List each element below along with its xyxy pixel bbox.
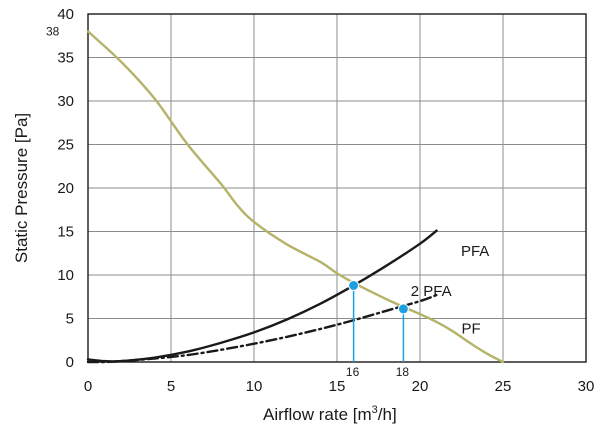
x-tick-label-20: 20	[412, 378, 429, 395]
series-2-pfa-label: 2 PFA	[411, 283, 452, 300]
y-tick-label-40: 40	[57, 6, 74, 23]
y-max-annotation: 38	[46, 24, 60, 38]
x-tick-label-30: 30	[578, 378, 595, 395]
x-axis-title-sup: 3	[372, 404, 378, 416]
x-axis-title-suffix: /h]	[378, 405, 397, 424]
y-tick-label-35: 35	[57, 50, 74, 67]
operating-points: 16 18	[346, 279, 410, 379]
labels: 38 Static Pressure [Pa] Airflow rate [m3…	[12, 24, 397, 424]
series-2-pfa-line	[86, 293, 438, 364]
x-tick-label-5: 5	[167, 378, 175, 395]
plot-frame	[87, 13, 587, 363]
y-tick-label-15: 15	[57, 224, 74, 241]
operating-point-label-1: 16	[346, 365, 360, 379]
x-tick-label-25: 25	[495, 378, 512, 395]
x-axis-title: Airflow rate [m3/h]	[263, 404, 397, 424]
grid	[88, 14, 586, 362]
plot-border	[87, 13, 587, 363]
x-tick-label-0: 0	[84, 378, 92, 395]
x-tick-label-10: 10	[246, 378, 263, 395]
series-pf-label: PF	[462, 320, 481, 337]
series-pfa-label: PFA	[461, 243, 489, 260]
tick-labels: 0 5 10 15 20 25 30 0 5 10 15 20 25 30 35 40	[57, 6, 594, 395]
y-tick-label-0: 0	[66, 354, 74, 371]
x-tick-label-15: 15	[329, 378, 346, 395]
series-pf-line	[86, 30, 505, 364]
operating-point-label-2: 18	[396, 365, 410, 379]
curves: PF PFA 2 PFA	[86, 30, 505, 364]
operating-point-marker-1	[348, 279, 360, 291]
x-axis-title-main: Airflow rate [m	[263, 405, 372, 424]
y-tick-label-20: 20	[57, 180, 74, 197]
operating-point-marker-2	[397, 303, 409, 315]
y-tick-label-10: 10	[57, 267, 74, 284]
y-tick-label-5: 5	[66, 311, 74, 328]
y-tick-label-25: 25	[57, 137, 74, 154]
y-axis-title: Static Pressure [Pa]	[12, 113, 31, 263]
y-tick-label-30: 30	[57, 93, 74, 110]
